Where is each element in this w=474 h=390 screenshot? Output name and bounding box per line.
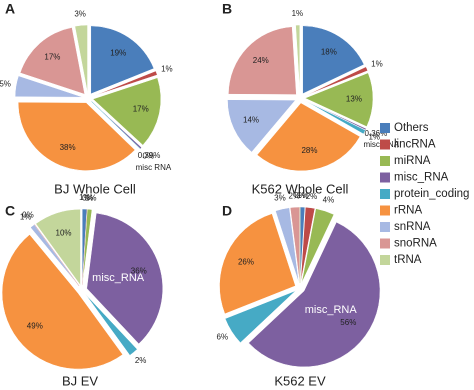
legend-label: protein_coding — [394, 188, 469, 200]
pie-slice — [304, 100, 366, 135]
panel-label: D — [222, 203, 232, 219]
pie-slice — [92, 70, 158, 97]
legend-label: lincRNA — [394, 139, 436, 151]
data-label: 17% — [133, 105, 149, 114]
pie-slice — [302, 25, 365, 95]
pie-slice — [74, 24, 88, 94]
data-label: 2% — [288, 191, 300, 200]
panel-label: B — [222, 1, 232, 17]
legend-swatch — [380, 255, 390, 265]
data-label: 0% — [143, 152, 155, 161]
panel-label: C — [5, 203, 15, 219]
pie-slice — [35, 208, 81, 287]
data-label: 0.36% — [365, 129, 388, 138]
pie-slice — [275, 207, 300, 284]
legend-swatch — [380, 238, 390, 249]
pie-slice — [84, 293, 138, 356]
chart-title: K562 Whole Cell — [252, 181, 349, 196]
legend-label: misc_RNA — [394, 172, 449, 184]
pie-slice — [219, 213, 296, 315]
legend-label: miRNA — [394, 155, 431, 167]
data-label: 24% — [253, 56, 269, 65]
pie-slice — [248, 221, 381, 368]
data-label: 4% — [323, 196, 335, 205]
pie-slice — [300, 206, 316, 284]
legend-swatch — [380, 156, 390, 166]
data-label: 1% — [368, 132, 380, 141]
annotation: misc_RNA — [305, 304, 358, 316]
chart-title: K562 EV — [274, 373, 326, 388]
pie-slice — [90, 25, 155, 95]
pie-slice — [304, 66, 369, 97]
data-label: 18% — [321, 47, 337, 56]
data-label: 5% — [0, 80, 11, 89]
legend-swatch — [380, 222, 390, 232]
pie-slice — [224, 290, 296, 344]
annotation: misc RNA — [136, 163, 172, 172]
legend-swatch — [380, 172, 390, 183]
data-label: 2% — [306, 192, 318, 201]
legend-label: rRNA — [394, 205, 422, 217]
data-label: 6% — [217, 332, 229, 341]
data-label: 1% — [79, 193, 91, 202]
pie-slice — [91, 101, 141, 149]
annotation: misc_RNA — [92, 272, 145, 284]
pie-slice — [295, 24, 301, 94]
legend-label: snRNA — [394, 221, 431, 233]
data-label: 2% — [135, 356, 147, 365]
pie-slice — [14, 75, 84, 98]
data-label: 1% — [161, 64, 173, 73]
chart-title: BJ Whole Cell — [54, 181, 136, 196]
pie-slice — [304, 72, 374, 127]
data-label: 10% — [56, 228, 72, 237]
data-label: 0% — [82, 193, 94, 202]
data-label: 17% — [44, 53, 60, 62]
pie-slice — [228, 26, 297, 95]
legend-swatch — [380, 123, 390, 133]
data-label: 19% — [110, 48, 126, 57]
data-label: 3% — [274, 193, 286, 202]
legend-swatch — [380, 205, 390, 216]
data-label: 1% — [297, 191, 309, 200]
data-label: 14% — [243, 116, 259, 125]
data-label: 0.39% — [138, 151, 161, 160]
data-label: 3% — [74, 9, 86, 18]
legend-label: snoRNA — [394, 238, 437, 250]
data-label: 38% — [60, 143, 76, 152]
data-label: 13% — [346, 94, 362, 103]
legend-label: tRNA — [394, 254, 422, 266]
data-label: 28% — [301, 146, 317, 155]
data-label: 36% — [131, 267, 147, 276]
pie-slice — [92, 77, 162, 146]
pie-slice — [17, 101, 136, 171]
data-label: 56% — [340, 318, 356, 327]
data-label: 0% — [294, 191, 306, 200]
chart-title: BJ EV — [62, 373, 98, 388]
pie-slice — [301, 208, 335, 284]
pie-slice — [1, 234, 124, 370]
pie-slice — [82, 208, 93, 286]
pie-slice — [34, 224, 80, 287]
data-label: 1% — [20, 212, 32, 221]
pie-slice — [227, 99, 296, 153]
data-label: 0% — [22, 211, 34, 220]
pie-slice — [86, 212, 163, 345]
data-label: 26% — [238, 258, 254, 267]
pie-slice — [256, 102, 361, 172]
legend-swatch — [380, 139, 390, 150]
pie-slice — [289, 206, 300, 284]
data-label: 49% — [27, 322, 43, 331]
data-label: 1% — [371, 59, 383, 68]
pie-slice — [19, 27, 86, 95]
legend-swatch — [380, 189, 390, 199]
legend-label: Others — [394, 122, 429, 134]
panel-label: A — [5, 1, 15, 17]
data-label: 1% — [85, 194, 97, 203]
data-label: 1% — [292, 9, 304, 18]
